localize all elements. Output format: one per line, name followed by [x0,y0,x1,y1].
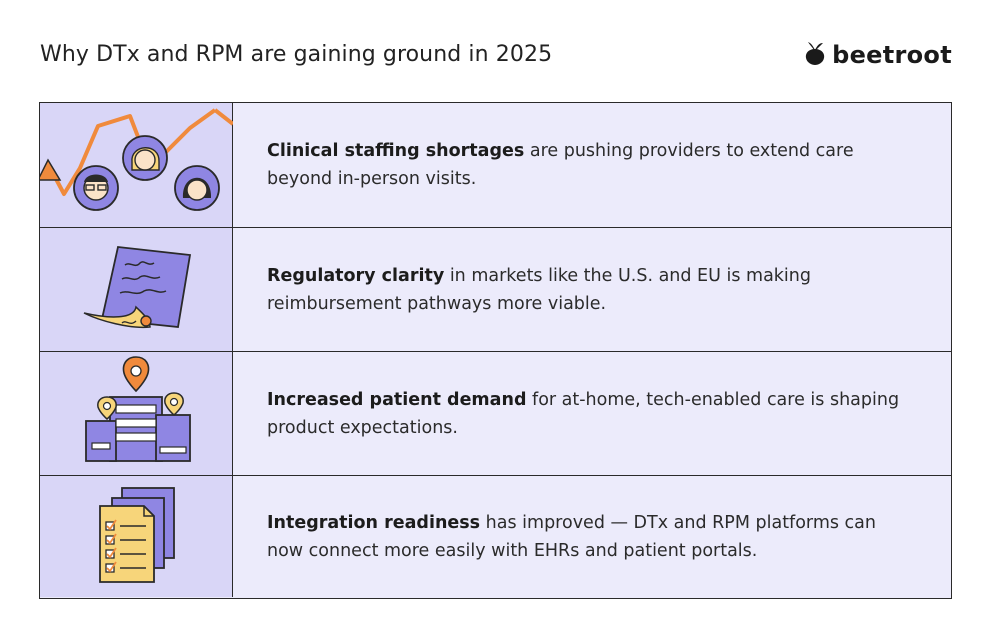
reason-text: Regulatory clarity in markets like the U… [233,228,951,351]
staffing-shortage-icon [36,102,234,228]
reason-bold: Clinical staffing shortages [267,141,525,161]
reason-rest: for at-home, tech-enabled care is shapin… [267,389,900,438]
brand-name: beetroot [832,41,952,69]
reason-bold: Regulatory clarity [267,265,445,286]
beet-logo-icon [802,40,828,70]
regulatory-document-icon [40,227,233,353]
checklist-documents-icon [40,474,233,600]
reason-bold: Integration readiness [267,512,481,533]
reason-rest: has improved — DTx and RPM platforms can… [267,512,876,561]
reason-rest: in markets like the U.S. and EU is makin… [267,265,811,314]
brand-logo: beetroot [802,40,952,70]
reason-bold: Increased patient demand [267,389,527,410]
icon-cell [40,228,233,351]
reason-text: Increased patient demand for at-home, te… [233,352,951,475]
reason-rest: are pushing providers to extend care bey… [267,141,854,189]
table-row: Regulatory clarity in markets like the U… [40,227,951,351]
icon-cell [36,102,234,228]
table-row: Increased patient demand for at-home, te… [40,351,951,475]
reason-text: Clinical staffing shortages are pushing … [233,103,951,227]
table-row: Clinical staffing shortages are pushing … [36,102,951,228]
city-locations-icon [40,351,233,477]
icon-cell [40,352,233,475]
page-title: Why DTx and RPM are gaining ground in 20… [40,42,553,67]
icon-cell [40,476,233,597]
reason-text: Integration readiness has improved — DTx… [233,476,951,597]
table-row: Integration readiness has improved — DTx… [40,475,951,597]
reasons-table: Clinical staffing shortages are pushing … [36,102,952,599]
